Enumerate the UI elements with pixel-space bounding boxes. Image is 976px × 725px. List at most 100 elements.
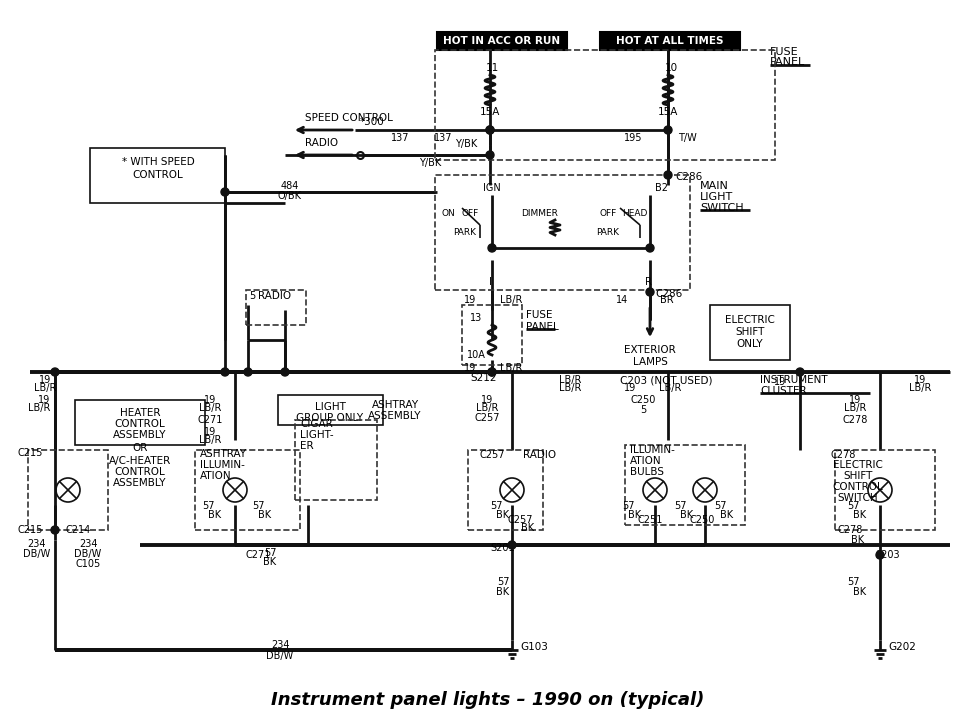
Circle shape — [664, 126, 672, 134]
Text: C271: C271 — [197, 415, 223, 425]
Text: LIGHT: LIGHT — [314, 402, 346, 412]
Text: LAMPS: LAMPS — [632, 357, 668, 367]
Text: C286: C286 — [675, 172, 703, 182]
Bar — [278, 395, 383, 425]
Text: LB/R: LB/R — [659, 383, 681, 393]
Text: CLUSTER: CLUSTER — [760, 386, 806, 396]
Text: CONTROL: CONTROL — [114, 419, 165, 429]
Text: SPEED CONTROL: SPEED CONTROL — [305, 113, 393, 123]
Text: 5: 5 — [249, 291, 255, 301]
Circle shape — [244, 368, 252, 376]
Text: 19: 19 — [204, 395, 216, 405]
Text: ASHTRAY: ASHTRAY — [372, 400, 419, 410]
Text: LB/R: LB/R — [559, 383, 581, 393]
Text: LB/R: LB/R — [27, 403, 50, 413]
Circle shape — [646, 288, 654, 296]
Text: ILLUMIN-: ILLUMIN- — [200, 460, 245, 470]
Text: ON: ON — [441, 209, 455, 218]
Text: ELECTRIC: ELECTRIC — [725, 315, 775, 325]
Text: SWITCH: SWITCH — [700, 203, 744, 213]
Text: Instrument panel lights – 1990 on (typical): Instrument panel lights – 1990 on (typic… — [271, 691, 705, 709]
Text: C278: C278 — [837, 525, 863, 535]
Circle shape — [486, 151, 494, 159]
Circle shape — [876, 551, 884, 559]
Circle shape — [488, 244, 496, 252]
Text: LB/R: LB/R — [500, 363, 522, 373]
Text: PARK: PARK — [454, 228, 476, 236]
Bar — [435, 175, 690, 290]
Bar — [195, 450, 300, 530]
Text: 19: 19 — [464, 363, 476, 373]
Text: LB/R: LB/R — [559, 375, 581, 385]
Text: INSTRUMENT: INSTRUMENT — [760, 375, 828, 385]
Text: 57: 57 — [490, 501, 503, 511]
Text: G202: G202 — [888, 642, 915, 652]
Bar — [468, 450, 543, 530]
Text: C214: C214 — [65, 525, 91, 535]
Bar — [710, 305, 790, 360]
Text: C271: C271 — [245, 550, 270, 560]
Circle shape — [646, 244, 654, 252]
Text: ASSEMBLY: ASSEMBLY — [368, 411, 422, 421]
Text: S201: S201 — [491, 543, 515, 553]
Text: C278: C278 — [842, 415, 868, 425]
Text: C278: C278 — [831, 450, 856, 460]
Text: 19: 19 — [464, 295, 476, 305]
Text: 57: 57 — [713, 501, 726, 511]
Text: 234: 234 — [270, 640, 289, 650]
Text: BK: BK — [720, 510, 734, 520]
Text: RADIO: RADIO — [305, 138, 338, 148]
Text: BR: BR — [660, 295, 673, 305]
Text: 57: 57 — [622, 501, 634, 511]
Text: PARK: PARK — [596, 228, 620, 236]
Circle shape — [221, 368, 229, 376]
Text: G103: G103 — [520, 642, 548, 652]
Text: C257: C257 — [474, 413, 500, 423]
Text: SHIFT: SHIFT — [735, 327, 764, 337]
Text: 19: 19 — [39, 375, 51, 385]
Text: LB/R: LB/R — [199, 435, 222, 445]
Text: 19: 19 — [774, 377, 786, 387]
Text: O/BK: O/BK — [278, 191, 302, 201]
Text: BK: BK — [853, 587, 867, 597]
Text: Y/BK: Y/BK — [455, 139, 477, 149]
Text: HOT AT ALL TIMES: HOT AT ALL TIMES — [616, 36, 724, 46]
Text: RADIO: RADIO — [259, 291, 292, 301]
Text: 13: 13 — [469, 313, 482, 323]
Text: ASSEMBLY: ASSEMBLY — [113, 430, 167, 440]
Text: ILLUMIN-: ILLUMIN- — [630, 445, 674, 455]
Text: LB/R: LB/R — [844, 403, 866, 413]
Text: PANEL: PANEL — [770, 57, 805, 67]
Text: C257: C257 — [479, 450, 505, 460]
Text: I: I — [489, 277, 492, 287]
Text: C203 (NOT USED): C203 (NOT USED) — [620, 375, 712, 385]
Text: OFF: OFF — [599, 209, 617, 218]
Circle shape — [51, 368, 59, 376]
Text: A/C-HEATER: A/C-HEATER — [109, 456, 171, 466]
Bar — [246, 290, 306, 325]
Text: CONTROL: CONTROL — [114, 467, 165, 477]
Text: CONTROL: CONTROL — [833, 482, 883, 492]
Text: 15A: 15A — [480, 107, 501, 117]
Text: ASHTRAY: ASHTRAY — [200, 449, 247, 459]
Text: 19: 19 — [38, 395, 50, 405]
Bar — [625, 445, 745, 525]
Text: ASSEMBLY: ASSEMBLY — [113, 478, 167, 488]
Text: IGN: IGN — [483, 183, 501, 193]
Bar — [600, 32, 740, 50]
Text: BK: BK — [497, 587, 509, 597]
Text: CIGAR: CIGAR — [300, 419, 333, 429]
Text: LB/R: LB/R — [199, 403, 222, 413]
Text: DB/W: DB/W — [23, 549, 51, 559]
Text: 10A: 10A — [467, 350, 485, 360]
Text: ONLY: ONLY — [737, 339, 763, 349]
Text: LIGHT-: LIGHT- — [300, 430, 334, 440]
Text: BK: BK — [853, 510, 867, 520]
Circle shape — [508, 541, 516, 549]
Text: 484: 484 — [281, 181, 300, 191]
Text: C257: C257 — [508, 515, 533, 525]
Text: LB/R: LB/R — [34, 383, 57, 393]
Text: C251: C251 — [637, 515, 663, 525]
Text: 57: 57 — [847, 577, 859, 587]
Text: Y/BK: Y/BK — [419, 158, 441, 168]
